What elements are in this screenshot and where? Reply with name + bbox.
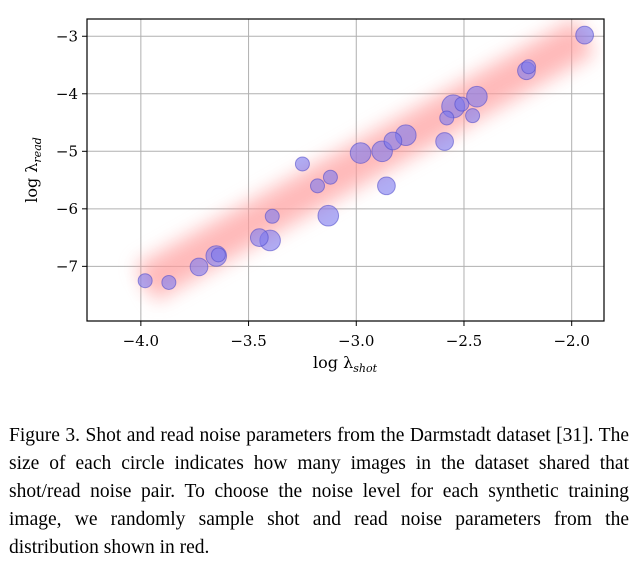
y-tick-label: −7 (56, 257, 78, 275)
y-tick-label: −3 (56, 27, 78, 45)
data-point (264, 208, 280, 224)
x-tick-label: −3.0 (338, 332, 374, 350)
y-tick-label: −4 (56, 85, 78, 103)
data-point (210, 247, 226, 263)
x-axis-ticks: −4.0 −3.5 −3.0 −2.5 −2.0 (123, 321, 590, 350)
data-point (317, 204, 340, 227)
data-point (349, 142, 372, 164)
data-point (249, 228, 269, 247)
data-point (454, 96, 470, 112)
data-point (465, 108, 481, 124)
data-points (137, 25, 594, 290)
data-point (435, 132, 454, 151)
data-point (377, 176, 396, 196)
data-point (294, 156, 310, 172)
y-tick-label: −5 (56, 142, 78, 160)
plot-frame (86, 18, 605, 322)
x-tick-label: −4.0 (123, 332, 159, 350)
data-point (383, 131, 403, 151)
x-tick-label: −3.5 (230, 332, 266, 350)
data-point (466, 85, 488, 108)
figure-caption: Figure 3. Shot and read noise parameters… (9, 425, 629, 558)
data-point (322, 169, 338, 185)
data-point (309, 178, 325, 194)
noise-parameter-chart: −4.0 −3.5 −3.0 −2.5 −2.0 −3 −4 −5 −6 −7 log λsho… (22, 18, 605, 375)
data-point (521, 59, 537, 75)
data-point (161, 274, 177, 290)
y-tick-label: −6 (56, 200, 78, 218)
grid-lines (87, 19, 604, 321)
y-axis-label: log λread (22, 137, 44, 203)
x-tick-label: −2.0 (553, 332, 589, 350)
data-point (439, 110, 455, 126)
data-point (575, 25, 594, 45)
x-tick-label: −2.5 (446, 332, 482, 350)
y-axis-ticks: −3 −4 −5 −6 −7 (56, 27, 87, 275)
x-axis-label: log λshot (313, 353, 378, 375)
data-point (189, 257, 209, 277)
data-point (137, 273, 153, 289)
